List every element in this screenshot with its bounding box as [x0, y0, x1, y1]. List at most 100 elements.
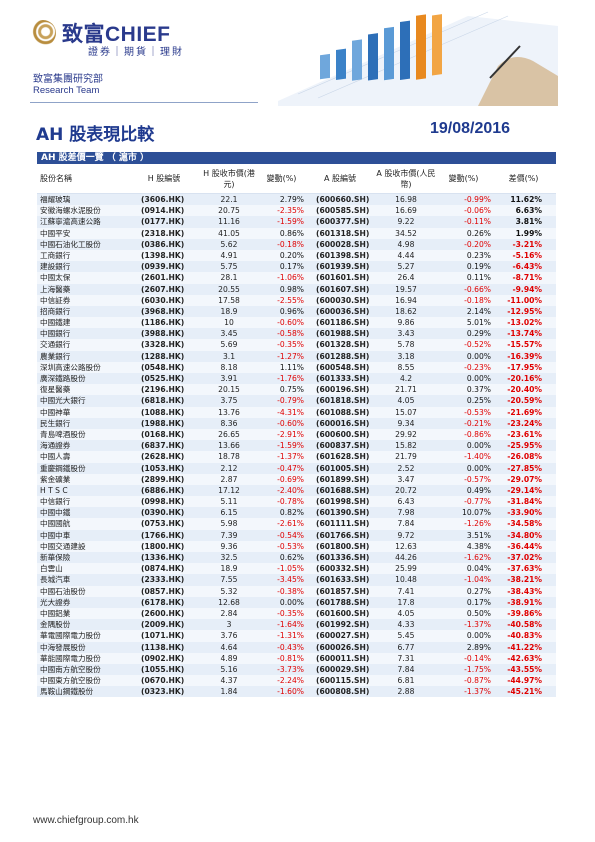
h-code-cell: (1766.HK)	[141, 530, 185, 540]
stock-name-cell: 福耀玻璃	[40, 195, 71, 204]
spread-cell: -8.71%	[512, 273, 543, 283]
a-change-cell: 0.00%	[466, 631, 491, 641]
spread-cell: -33.90%	[507, 508, 542, 518]
spread-cell: -38.21%	[507, 575, 542, 585]
a-code-cell: (601607.SH)	[316, 284, 370, 294]
table-row: 中國鋁業 (2600.HK) 2.84 -0.35% (601600.SH) 4.05 0.…	[37, 607, 556, 620]
h-code-cell: (3988.HK)	[141, 329, 185, 339]
h-code-cell: (2009.HK)	[141, 620, 185, 630]
h-price-cell: 5.32	[220, 586, 238, 596]
h-change-cell: -2.91%	[277, 429, 304, 439]
table-body: 福耀玻璃 (3606.HK) 22.1 2.79% (600660.SH) 16.98 -0…	[37, 194, 556, 698]
h-code-cell: (0939.HK)	[141, 262, 185, 272]
spread-cell: 6.63%	[515, 206, 542, 216]
h-code-cell: (0323.HK)	[141, 687, 185, 697]
stock-name-cell: 華能國際電力股份	[40, 653, 101, 663]
a-price-cell: 44.26	[395, 553, 417, 562]
h-change-cell: -0.54%	[277, 530, 304, 540]
a-change-cell: -0.52%	[464, 340, 491, 350]
h-code-cell: (0525.HK)	[141, 374, 185, 383]
stock-name-cell: H T S C	[40, 485, 68, 495]
h-price-cell: 8.18	[220, 362, 238, 372]
a-change-cell: -0.87%	[464, 676, 491, 686]
h-code-cell: (1988.HK)	[141, 418, 185, 428]
table-row: 上海醫藥 (2607.HK) 20.55 0.98% (601607.SH) 19.57 -…	[37, 283, 556, 295]
a-change-cell: 0.17%	[466, 597, 491, 607]
stock-name-cell: 光大證券	[40, 597, 71, 607]
h-code-cell: (2601.HK)	[141, 273, 185, 283]
a-change-cell: -0.99%	[464, 195, 491, 204]
a-code-cell: (600011.SH)	[316, 653, 370, 663]
a-code-cell: (601288.SH)	[316, 351, 370, 361]
h-price-cell: 41.05	[218, 228, 240, 238]
stock-name-cell: 重慶鋼鐵股份	[40, 463, 86, 473]
table-row: 深圳高速公路股份 (0548.HK) 8.18 1.11% (600548.SH) 8.5…	[37, 361, 556, 373]
h-price-cell: 3.91	[220, 374, 238, 383]
a-change-cell: 0.29%	[466, 329, 491, 339]
h-change-cell: -0.60%	[277, 418, 304, 428]
a-code-cell: (601111.SH)	[316, 519, 370, 529]
a-change-cell: 0.50%	[466, 608, 491, 618]
a-price-cell: 7.84	[397, 519, 415, 529]
h-code-cell: (0177.HK)	[141, 217, 185, 227]
a-code-cell: (601988.SH)	[316, 329, 370, 339]
spread-cell: -26.08%	[507, 452, 542, 462]
table-row: 農業銀行 (1288.HK) 3.1 -1.27% (601288.SH) 3.18 0.0…	[37, 350, 556, 362]
col-header-h-change: 變動(%)	[266, 174, 297, 183]
col-header-a-code: A 股編號	[323, 174, 356, 183]
table-row: 長城汽車 (2333.HK) 7.55 -3.45% (601633.SH) 10.48 -…	[37, 574, 556, 586]
ah-spread-table: AH 股差價一覽 （ 滬市 ） 股份名稱 H 股編號 H 股收市價(港元) 變動…	[37, 152, 556, 698]
h-change-cell: -2.24%	[277, 676, 304, 686]
brand-subtitle: 證券｜期貨｜理財	[88, 47, 184, 58]
spread-cell: -12.95%	[507, 306, 542, 316]
a-price-cell: 6.77	[397, 642, 415, 652]
table-row: 新華保險 (1336.HK) 32.5 0.62% (601336.SH) 44.26 -1…	[37, 552, 556, 564]
h-change-cell: -0.35%	[277, 340, 304, 350]
a-code-cell: (601818.SH)	[316, 396, 370, 406]
table-row: 中海發展股份 (1138.HK) 4.64 -0.43% (600026.SH) 6.77…	[37, 641, 556, 653]
a-price-cell: 4.05	[397, 608, 415, 618]
stock-name-cell: 中國石油化工股份	[40, 239, 101, 249]
h-code-cell: (0548.HK)	[141, 362, 185, 372]
h-change-cell: 0.62%	[279, 553, 304, 562]
h-price-cell: 4.64	[220, 642, 238, 652]
h-code-cell: (0390.HK)	[141, 508, 185, 518]
spread-cell: -37.63%	[507, 564, 542, 574]
h-price-cell: 3.76	[220, 631, 238, 641]
a-price-cell: 4.44	[397, 250, 415, 260]
table-row: 中國人壽 (2628.HK) 18.78 -1.37% (601628.SH) 21.79…	[37, 451, 556, 463]
a-price-cell: 21.71	[395, 385, 417, 395]
h-price-cell: 4.37	[220, 676, 238, 686]
a-price-cell: 21.79	[395, 452, 417, 462]
h-price-cell: 9.36	[220, 541, 238, 551]
footer-url[interactable]: www.chiefgroup.com.hk	[33, 815, 139, 826]
table-row: 重慶鋼鐵股份 (1053.HK) 2.12 -0.47% (601005.SH) 2.52…	[37, 462, 556, 474]
h-change-cell: -2.61%	[277, 519, 304, 529]
h-price-cell: 20.55	[218, 284, 240, 294]
h-code-cell: (2899.HK)	[141, 474, 185, 484]
a-change-cell: 0.26%	[466, 228, 491, 238]
a-code-cell: (601333.SH)	[316, 374, 370, 383]
spread-cell: -44.97%	[507, 676, 542, 686]
h-change-cell: -3.73%	[277, 664, 304, 674]
stock-name-cell: 民生銀行	[40, 418, 71, 428]
a-change-cell: 0.37%	[466, 385, 491, 395]
table-row: 民生銀行 (1988.HK) 8.36 -0.60% (600016.SH) 9.34 -0…	[37, 417, 556, 429]
department-english: Research Team	[33, 85, 100, 96]
a-code-cell: (601800.SH)	[316, 541, 370, 551]
a-price-cell: 9.34	[397, 418, 415, 428]
a-price-cell: 2.52	[397, 463, 415, 473]
h-price-cell: 3.1	[222, 351, 236, 361]
h-code-cell: (1398.HK)	[141, 250, 185, 260]
h-price-cell: 5.62	[220, 239, 238, 249]
table-row: 建設銀行 (0939.HK) 5.75 0.17% (601939.SH) 5.27 0.1…	[37, 261, 556, 273]
stock-name-cell: 招商銀行	[40, 306, 71, 316]
stock-name-cell: 工商銀行	[40, 250, 71, 260]
h-price-cell: 2.87	[220, 474, 238, 484]
spread-cell: -11.00%	[507, 295, 542, 305]
h-price-cell: 4.89	[220, 653, 238, 663]
h-change-cell: -0.47%	[277, 463, 304, 473]
h-code-cell: (1138.HK)	[141, 642, 185, 652]
h-price-cell: 11.16	[218, 217, 240, 227]
h-code-cell: (1071.HK)	[141, 631, 185, 641]
